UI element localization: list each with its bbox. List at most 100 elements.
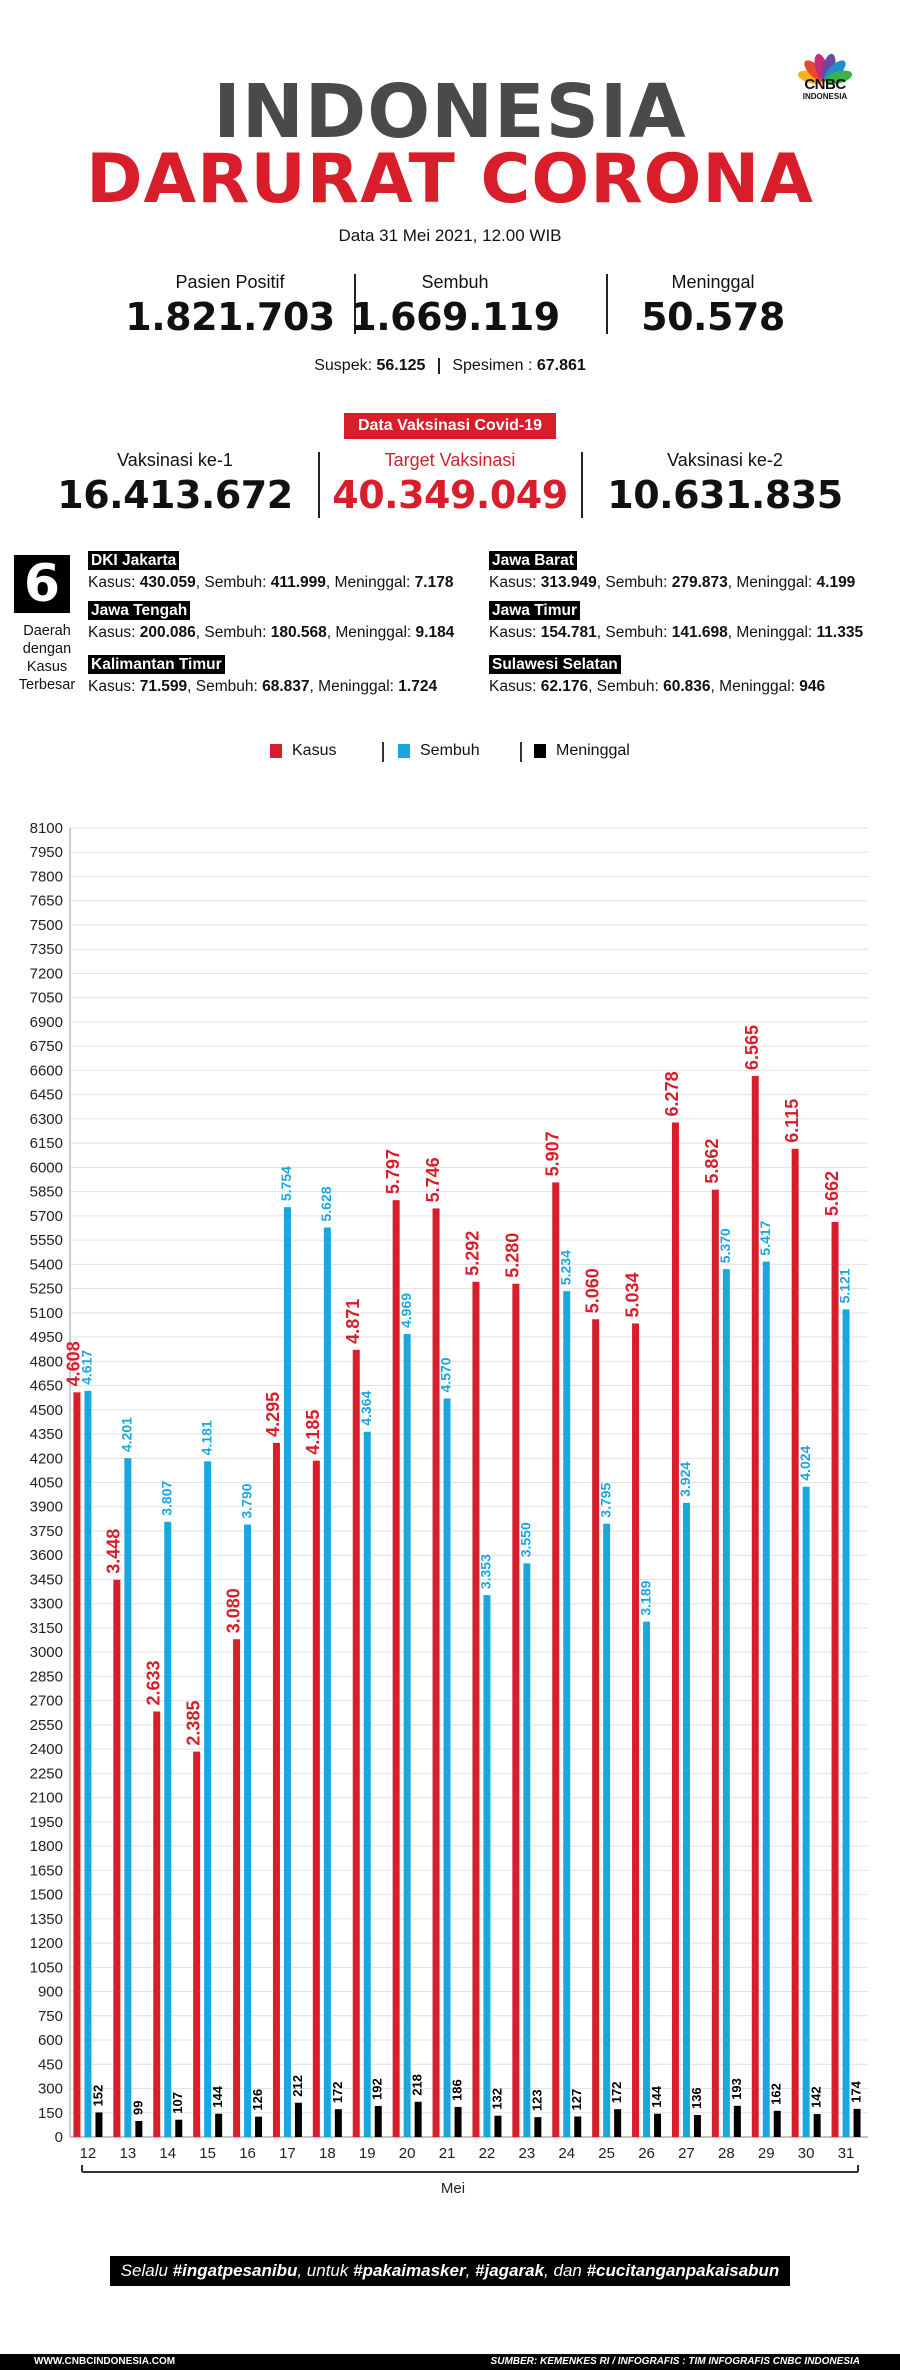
x-tick-label: 31 (838, 2145, 855, 2162)
meninggal-value: 9.184 (415, 624, 455, 641)
suspek-spesimen: Suspek: 56.125 Spesimen : 67.861 (0, 357, 900, 375)
kasus-label: Kasus: (489, 624, 541, 641)
website-link[interactable]: WWW.CNBCINDONESIA.COM (34, 2356, 176, 2367)
sembuh-value: 141.698 (671, 624, 728, 641)
data-label-kasus: 3.080 (223, 1588, 243, 1633)
bar-sembuh (842, 1309, 850, 2137)
y-tick-label: 7500 (30, 917, 63, 934)
bar-meninggal (733, 2105, 741, 2137)
slogan-hashtag: #jagarak (475, 2261, 545, 2280)
kasus-value: 154.781 (540, 624, 597, 641)
data-label-kasus: 5.280 (503, 1233, 523, 1278)
x-tick-label: 18 (319, 2145, 336, 2162)
sembuh-label: Sembuh: (204, 624, 271, 641)
meninggal-label: Meninggal: (335, 624, 416, 641)
x-tick-label: 19 (359, 2145, 376, 2162)
x-tick-label: 25 (598, 2145, 615, 2162)
bar-sembuh (802, 1486, 810, 2137)
y-tick-label: 1800 (30, 1838, 63, 1855)
kasus-value: 200.086 (139, 624, 196, 641)
data-label-kasus: 6.278 (662, 1071, 682, 1116)
legend-divider (382, 742, 384, 762)
slogan-text: , dan (544, 2261, 587, 2280)
bar-sembuh (323, 1227, 331, 2137)
vaccine-target-value: 40.349.049 (332, 473, 568, 517)
source-credit: SUMBER: KEMENKES RI / INFOGRAFIS : TIM I… (490, 2356, 860, 2367)
vaccine-target-label: Target Vaksinasi (384, 450, 516, 470)
data-label-kasus: 5.662 (822, 1171, 842, 1216)
stat-sembuh-value: 1.669.119 (350, 295, 560, 339)
stat-positif-label: Pasien Positif (175, 272, 285, 292)
bar-sembuh (204, 1461, 212, 2137)
bar-meninggal (574, 2116, 582, 2137)
x-tick-label: 21 (439, 2145, 456, 2162)
vaccine-1-value: 16.413.672 (57, 473, 293, 517)
data-label-meninggal: 107 (170, 2092, 185, 2114)
data-label-kasus: 4.185 (303, 1410, 323, 1455)
legend-meninggal: Meninggal (534, 742, 630, 760)
data-label-kasus: 3.448 (104, 1529, 124, 1574)
bar-meninggal (534, 2117, 542, 2137)
vaccine-badge: Data Vaksinasi Covid-19 (344, 413, 556, 439)
meninggal-value: 4.199 (816, 574, 856, 591)
y-tick-label: 2400 (30, 1741, 63, 1758)
data-label-kasus: 5.060 (582, 1268, 602, 1313)
data-label-meninggal: 142 (809, 2086, 824, 2108)
legend-meninggal-label: Meninggal (556, 742, 630, 759)
stat-meninggal: Meninggal 50.578 (593, 272, 833, 339)
y-tick-label: 3300 (30, 1596, 63, 1613)
y-tick-label: 7350 (30, 941, 63, 958)
data-label-meninggal: 192 (370, 2078, 385, 2100)
vaccine-2-value: 10.631.835 (607, 473, 843, 517)
stat-positif: Pasien Positif 1.821.703 (110, 272, 350, 339)
bar-meninggal (614, 2109, 622, 2137)
data-label-kasus: 6.115 (782, 1099, 802, 1143)
y-tick-label: 600 (38, 2032, 63, 2049)
data-label-kasus: 4.871 (343, 1299, 363, 1344)
footer-bar: WWW.CNBCINDONESIA.COM SUMBER: KEMENKES R… (0, 2354, 900, 2370)
slogan-text: Selalu (120, 2261, 173, 2280)
kasus-label: Kasus: (88, 624, 140, 641)
region-item: Kalimantan Timur Kasus: 71.599, Sembuh: … (88, 655, 438, 695)
bar-kasus (73, 1392, 81, 2137)
data-label-kasus: 2.385 (183, 1701, 203, 1746)
kasus-value: 313.949 (540, 574, 597, 591)
data-label-sembuh: 4.364 (358, 1391, 374, 1426)
legend-kasus: Kasus (270, 742, 336, 760)
bar-sembuh (563, 1291, 571, 2137)
bar-sembuh (523, 1563, 531, 2137)
y-tick-label: 3000 (30, 1644, 63, 1661)
meninggal-label: Meninggal: (318, 678, 399, 695)
x-tick-label: 28 (718, 2145, 735, 2162)
data-label-meninggal: 123 (529, 2089, 544, 2111)
legend-meninggal-swatch (534, 744, 546, 758)
bar-chart: 0 150 300 450 600 750 900 1050 1200 1350 1500 1650 1… (30, 820, 868, 2197)
data-label-meninggal: 132 (489, 2088, 504, 2110)
y-tick-label: 3150 (30, 1620, 63, 1637)
data-label-sembuh: 3.924 (677, 1462, 693, 1497)
slogan: Selalu #ingatpesanibu, untuk #pakaimaske… (110, 2256, 790, 2286)
y-tick-label: 0 (55, 2129, 63, 2146)
sembuh-label: Sembuh: (596, 678, 664, 695)
stat-meninggal-label: Meninggal (671, 272, 755, 292)
slogan-text: , (465, 2261, 476, 2280)
slogan-hashtag: #ingatpesanibu (172, 2261, 298, 2280)
region-name: Jawa Timur (489, 601, 581, 620)
logo-feather (824, 70, 853, 85)
y-tick-label: 4350 (30, 1426, 63, 1443)
title-line-2: DARURAT CORONA (86, 140, 814, 219)
bar-kasus (671, 1122, 679, 2137)
bar-meninggal (334, 2109, 342, 2137)
data-label-kasus: 2.633 (144, 1660, 164, 1705)
y-tick-label: 5700 (30, 1208, 63, 1225)
sembuh-value: 279.873 (671, 574, 728, 591)
sembuh-label: Sembuh: (605, 574, 672, 591)
bar-sembuh (483, 1595, 491, 2137)
region-caption-line: Terbesar (18, 677, 76, 693)
y-tick-label: 6000 (30, 1159, 63, 1176)
region-item: Jawa Barat Kasus: 313.949, Sembuh: 279.8… (489, 551, 856, 591)
data-label-kasus: 5.034 (622, 1272, 642, 1317)
bar-sembuh (283, 1207, 291, 2137)
kasus-value: 71.599 (139, 678, 188, 695)
data-label-meninggal: 172 (609, 2082, 624, 2104)
